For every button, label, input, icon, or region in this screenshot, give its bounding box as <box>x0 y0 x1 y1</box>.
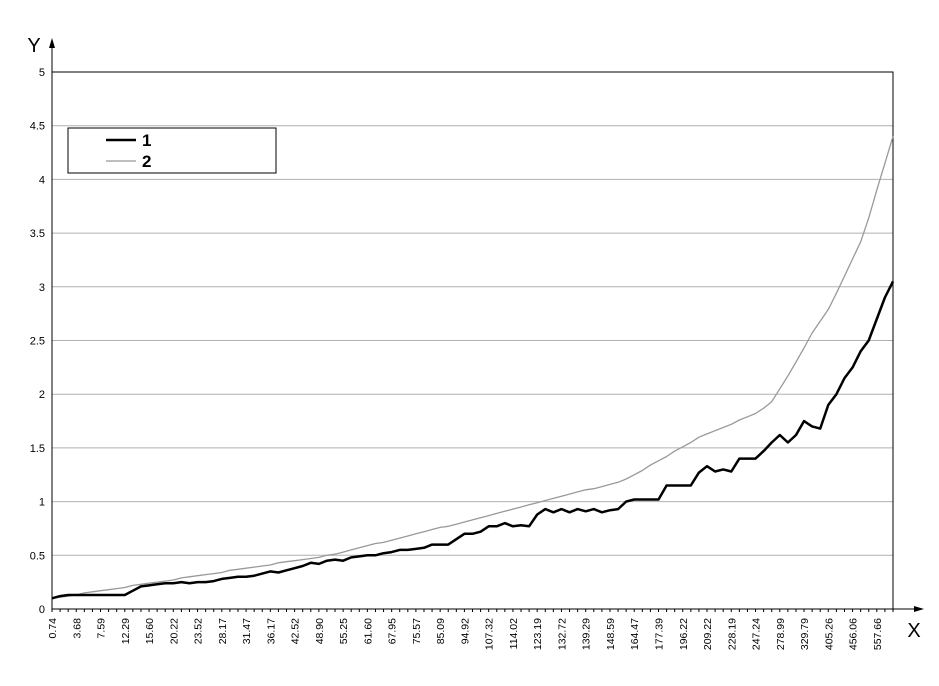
x-tick-label: 557.66 <box>872 618 884 650</box>
x-tick-label: 12.29 <box>120 618 132 644</box>
y-tick-label: 0 <box>39 604 45 616</box>
x-tick-label: 42.52 <box>290 618 302 644</box>
legend-label: 1 <box>142 131 151 150</box>
y-tick-label: 4.5 <box>30 121 45 133</box>
legend-label: 2 <box>142 152 151 171</box>
x-tick-label: 177.39 <box>653 618 665 650</box>
y-tick-label: 2.5 <box>30 336 45 348</box>
x-tick-label: 228.19 <box>726 618 738 650</box>
series-line <box>51 136 894 599</box>
x-tick-label: 123.19 <box>532 618 544 650</box>
x-tick-label: 148.59 <box>605 618 617 650</box>
x-tick-label: 28.17 <box>217 618 229 644</box>
y-tick-label: 3 <box>39 282 45 294</box>
x-tick-label: 209.22 <box>702 618 714 650</box>
legend-box <box>67 127 277 174</box>
x-tick-label: 15.60 <box>144 618 156 644</box>
x-tick-label: 85.09 <box>435 618 447 644</box>
x-tick-label: 31.47 <box>241 618 253 644</box>
y-axis-label: Y <box>27 35 40 57</box>
x-tick-label: 247.24 <box>751 618 763 650</box>
x-tick-label: 196.22 <box>678 618 690 650</box>
x-tick-label: 114.02 <box>508 618 520 649</box>
x-tick-label: 0.74 <box>47 618 59 639</box>
x-tick-label: 75.57 <box>411 618 423 644</box>
x-tick-label: 20.22 <box>168 618 180 644</box>
x-tick-label: 48.90 <box>314 618 326 644</box>
x-axis-arrow <box>914 606 924 612</box>
x-tick-label: 405.26 <box>823 618 835 650</box>
x-tick-label: 61.60 <box>362 618 374 644</box>
x-axis-label: X <box>907 620 920 642</box>
y-tick-label: 5 <box>39 67 45 79</box>
x-tick-label: 164.47 <box>629 618 641 650</box>
x-tick-label: 36.17 <box>265 618 277 644</box>
x-tick-label: 7.59 <box>96 618 108 639</box>
y-tick-label: 3.5 <box>30 228 45 240</box>
x-tick-label: 329.79 <box>799 618 811 650</box>
y-tick-label: 4 <box>39 174 45 186</box>
x-tick-label: 139.29 <box>581 618 593 650</box>
x-tick-label: 278.99 <box>775 618 787 650</box>
x-tick-label: 67.95 <box>387 618 399 644</box>
y-tick-label: 1 <box>39 497 45 509</box>
x-tick-label: 3.68 <box>71 618 83 639</box>
x-tick-label: 132.72 <box>556 618 568 650</box>
x-tick-label: 55.25 <box>338 618 350 644</box>
y-tick-label: 1.5 <box>30 443 45 455</box>
y-tick-label: 0.5 <box>30 550 45 562</box>
x-tick-label: 456.06 <box>848 618 860 650</box>
x-tick-label: 23.52 <box>193 618 205 644</box>
y-axis-arrow <box>49 38 55 48</box>
series-line <box>51 280 895 600</box>
x-tick-label: 94.92 <box>459 618 471 644</box>
y-tick-label: 2 <box>39 389 45 401</box>
x-tick-label: 107.32 <box>484 618 496 650</box>
